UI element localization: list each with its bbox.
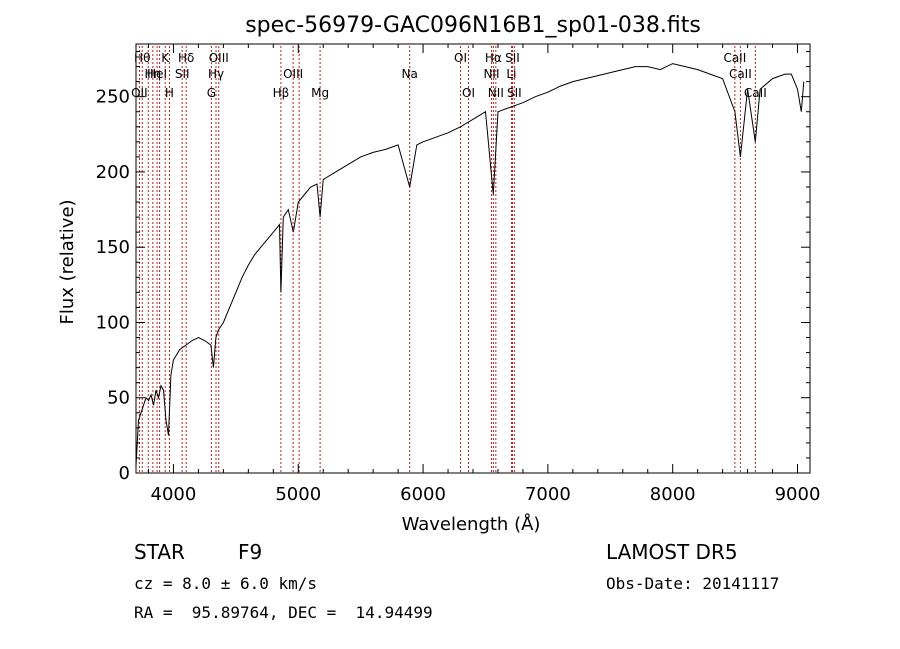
survey-name: LAMOST DR5	[606, 540, 738, 564]
chart-title: spec-56979-GAC096N16B1_sp01-038.fits	[245, 13, 701, 38]
line-label: OII	[131, 86, 148, 100]
line-label: HeI	[147, 67, 167, 81]
y-tick-label: 150	[96, 237, 130, 258]
line-label: NII	[488, 86, 504, 100]
y-tick-label: 200	[96, 162, 130, 183]
line-label: H	[165, 86, 174, 100]
object-subclass: F9	[238, 540, 263, 564]
y-tick-label: 100	[96, 312, 130, 333]
line-label: OI	[462, 86, 475, 100]
line-label: SII	[175, 67, 190, 81]
line-label: G	[207, 86, 216, 100]
x-axis-label: Wavelength (Å)	[402, 513, 541, 535]
line-label: Mg	[311, 86, 329, 100]
x-tick-label: 7000	[525, 484, 571, 505]
y-axis-label: Flux (relative)	[57, 199, 78, 324]
line-label: SII	[507, 86, 522, 100]
observation-date: Obs-Date: 20141117	[606, 574, 780, 593]
plot-frame	[135, 43, 811, 474]
object-class: STAR	[134, 540, 185, 564]
line-label: OIII	[283, 67, 303, 81]
y-tick-label: 0	[119, 463, 130, 484]
line-label: OI	[454, 51, 467, 65]
line-label: Hγ	[208, 67, 224, 81]
line-label: SII	[505, 51, 520, 65]
emission-line-markers	[138, 46, 756, 473]
x-tick-label: 8000	[650, 484, 696, 505]
x-tick-label: 9000	[775, 484, 821, 505]
line-label: OIII	[209, 51, 229, 65]
y-tick-label: 50	[107, 388, 130, 409]
line-label: Hβ	[273, 86, 290, 100]
x-axis: 4000 5000 6000 7000 8000 9000	[147, 44, 821, 505]
line-label: Hθ	[134, 51, 150, 65]
line-label: CaII	[723, 51, 746, 65]
line-label: Na	[402, 67, 418, 81]
line-labels: OIIHθHηHeIKHSIIHδGHγOIIIHβOIIIMgNaOIOINI…	[131, 51, 767, 100]
line-label: Hα	[485, 51, 502, 65]
x-tick-label: 4000	[151, 484, 197, 505]
x-tick-label: 5000	[275, 484, 321, 505]
y-tick-label: 250	[96, 87, 130, 108]
line-label: CaII	[729, 67, 752, 81]
y-axis: 0 50 100 150 200 250	[96, 51, 810, 484]
coordinates: RA = 95.89764, DEC = 14.94499	[134, 603, 433, 622]
line-label: K	[161, 51, 170, 65]
line-label: Li	[506, 67, 516, 81]
spectrum-line	[135, 63, 805, 466]
line-label: Hδ	[178, 51, 194, 65]
redshift-velocity: cz = 8.0 ± 6.0 km/s	[134, 574, 318, 593]
line-label: Hη	[145, 67, 162, 81]
line-label: NII	[483, 67, 499, 81]
line-label: CaII	[744, 86, 767, 100]
x-tick-label: 6000	[400, 484, 446, 505]
